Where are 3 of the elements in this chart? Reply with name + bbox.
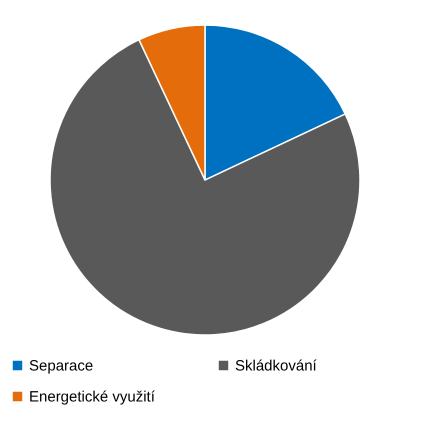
legend-label: Separace [29, 358, 94, 375]
legend-label: Skládkování [235, 358, 318, 375]
legend-label: Energetické využití [29, 388, 156, 406]
